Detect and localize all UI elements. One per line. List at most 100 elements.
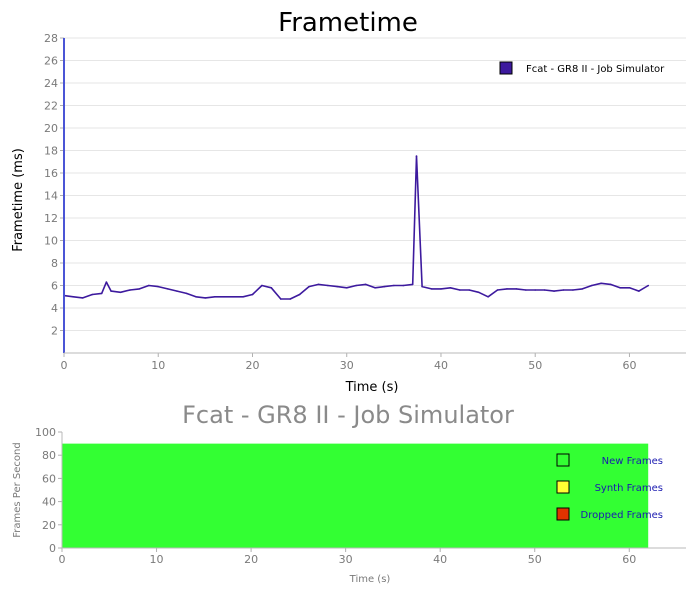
y-tick-label: 22	[44, 100, 58, 113]
frametime-point	[440, 288, 442, 290]
frametime-point	[148, 284, 150, 287]
fps-x-tick-label: 40	[433, 553, 447, 566]
frametime-point	[91, 293, 94, 296]
fps-chart: 0 20 40 60 80 100 0 10 20 30 40 50 60 Time (s) Fram…	[12, 426, 686, 585]
fps-y-tick-label: 60	[42, 472, 56, 485]
frametime-point	[82, 297, 84, 299]
frametime-point	[270, 286, 273, 289]
frametime-point	[223, 295, 226, 298]
frametime-point	[289, 298, 291, 300]
fps-x-tick-label: 0	[59, 553, 66, 566]
x-tick-label: 10	[151, 359, 165, 372]
frametime-point	[317, 283, 320, 286]
fps-x-tick-label: 10	[150, 553, 164, 566]
frametime-point	[506, 288, 508, 290]
fps-x-axis-label: Time (s)	[349, 574, 391, 585]
frametime-point	[581, 288, 584, 290]
x-tick-label: 50	[528, 359, 542, 372]
frametime-point	[345, 286, 348, 289]
fps-area-0	[62, 443, 649, 548]
y-tick-label: 12	[44, 212, 58, 225]
frametime-point	[261, 284, 263, 287]
frametime-point	[298, 293, 301, 296]
legend-label: Fcat - GR8 II - Job Simulator	[526, 64, 665, 75]
frametime-point	[534, 289, 537, 291]
frametime-point	[515, 288, 518, 290]
legend-swatch	[499, 61, 513, 75]
frametime-point	[553, 290, 555, 292]
fps-y-axis-label: Frames Per Second	[12, 442, 23, 537]
y-tick-label: 28	[44, 32, 58, 45]
fps-chart-title: Fcat - GR8 II - Job Simulator	[182, 401, 514, 429]
frametime-point	[204, 297, 207, 299]
frametime-point	[279, 298, 282, 300]
frametime-point	[105, 281, 108, 283]
frametime-point	[590, 284, 593, 287]
frametime-point	[572, 289, 574, 291]
frametime-point	[157, 285, 160, 288]
frametime-point	[628, 286, 631, 289]
x-tick-label: 60	[622, 359, 636, 372]
frametime-point	[129, 289, 131, 291]
frametime-point	[487, 295, 489, 298]
frametime-point	[308, 285, 310, 288]
x-axis-label: Time (s)	[345, 380, 399, 395]
frametime-point	[543, 289, 546, 291]
frametime-point	[468, 289, 471, 291]
legend: Fcat - GR8 II - Job Simulator	[499, 61, 665, 75]
frametime-point	[185, 292, 188, 295]
fps-y-tick-label: 80	[42, 449, 56, 462]
frametime-point	[72, 295, 75, 298]
frametime-point	[364, 283, 367, 286]
y-tick-label: 14	[44, 190, 58, 203]
frametime-point	[383, 285, 386, 288]
legend-swatch-synth	[556, 480, 570, 494]
frametime-point	[336, 285, 339, 288]
fps-legend: New Frames Synth Frames Dropped Frames	[556, 453, 663, 521]
y-tick-label: 26	[44, 55, 58, 68]
frametime-point	[374, 286, 376, 289]
frametime-point	[562, 289, 565, 291]
frametime-point	[251, 293, 254, 296]
frametime-point	[524, 289, 527, 291]
fps-x-tick-label: 60	[622, 553, 636, 566]
y-axis-label: Frametime (ms)	[11, 148, 26, 252]
frametime-point	[232, 295, 235, 298]
y-tick-label: 2	[51, 325, 58, 338]
frametime-point	[421, 285, 423, 288]
frametime-chart-title: Frametime	[278, 8, 418, 38]
frametime-point	[600, 282, 602, 285]
fps-x-tick-label: 50	[528, 553, 542, 566]
frametime-series-line	[63, 155, 649, 300]
x-tick-label: 20	[245, 359, 259, 372]
frametime-point	[195, 295, 197, 298]
fps-y-tick-label: 100	[35, 426, 56, 439]
frametime-point	[411, 283, 414, 286]
x-tick-label: 40	[434, 359, 448, 372]
frametime-point	[138, 288, 141, 290]
frametime-point	[619, 286, 621, 289]
frametime-point	[242, 295, 244, 298]
fps-y-tick-label: 0	[49, 542, 56, 555]
legend-label-dropped: Dropped Frames	[581, 510, 663, 521]
y-tick-label: 16	[44, 167, 58, 180]
y-tick-label: 24	[44, 77, 58, 90]
y-tick-label: 4	[51, 302, 58, 315]
frametime-point	[355, 284, 357, 287]
frametime-point	[430, 288, 433, 290]
frametime-point	[449, 286, 452, 289]
frametime-point	[609, 283, 612, 286]
frametime-point	[647, 284, 650, 287]
fps-y-tick-label: 40	[42, 496, 56, 509]
frametime-point	[166, 288, 169, 290]
fps-x-tick-label: 30	[339, 553, 353, 566]
frametime-point	[496, 289, 499, 291]
fps-x-tick-label: 20	[244, 553, 258, 566]
frametime-point	[638, 290, 640, 292]
frametime-point	[415, 155, 418, 157]
x-tick-label: 0	[61, 359, 68, 372]
frametime-point	[110, 290, 112, 292]
x-tick-label: 30	[340, 359, 354, 372]
y-tick-label: 8	[51, 257, 58, 270]
